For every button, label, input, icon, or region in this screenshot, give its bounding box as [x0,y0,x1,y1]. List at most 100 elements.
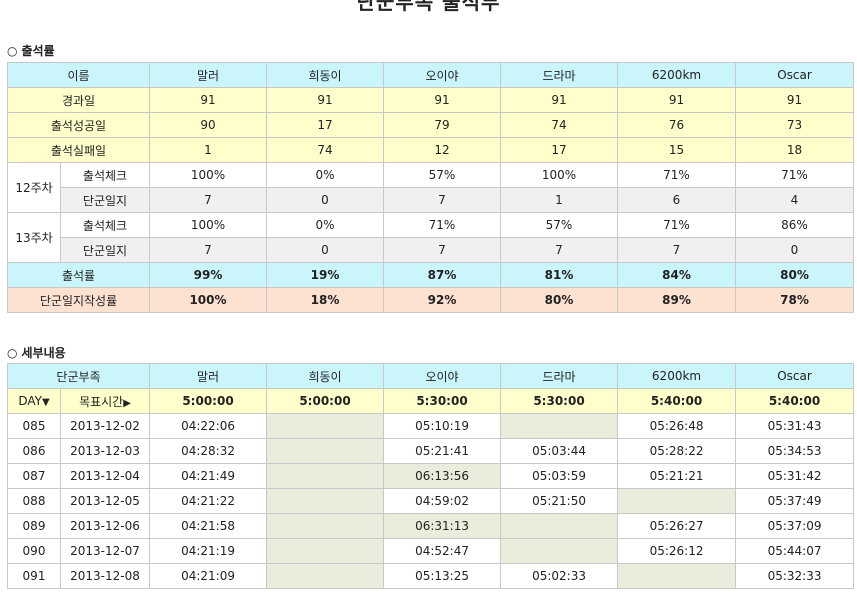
value-cell: 84% [617,262,736,288]
value-cell: 6 [617,187,736,213]
target-time-cell: 5:00:00 [266,388,385,414]
date-cell: 2013-12-02 [59,413,151,439]
time-cell: 05:34:53 [735,438,855,464]
date-cell: 2013-12-05 [59,488,151,514]
day-cell: 090 [7,538,61,564]
value-cell: 71% [735,162,854,188]
target-row: DAY▼ 목표시간▶ 5:00:00 5:00:00 5:30:00 5:30:00 5:4… [7,388,855,414]
row-label: 단군일지 [60,237,150,263]
date-cell: 2013-12-08 [59,563,151,589]
member-name-cell: 오이야 [383,62,501,88]
time-cell: 04:22:06 [149,413,268,439]
circle-bullet-icon: ○ [7,346,18,360]
member-name-cell: 희동이 [266,62,384,88]
week-check-row: 12주차 출석체크 100% 0% 57% 100% 71% 71% [7,162,854,213]
value-cell: 100% [149,162,267,188]
time-cell [266,538,385,564]
value-cell: 7 [617,237,736,263]
value-cell: 1 [500,187,618,213]
row-label: 출석체크 [60,162,150,188]
time-cell: 05:37:49 [735,488,855,514]
value-cell: 91 [500,87,618,113]
diary-rate-row: 단군일지작성률 100% 18% 92% 80% 89% 78% [7,287,854,313]
time-cell [617,563,737,589]
value-cell: 79 [383,112,501,138]
row-label: 출석률 [7,262,150,288]
member-name-cell: 희동이 [266,363,385,389]
time-cell: 05:32:33 [735,563,855,589]
value-cell: 99% [149,262,267,288]
time-cell: 05:03:59 [500,463,619,489]
value-cell: 91 [383,87,501,113]
time-cell: 05:21:41 [383,438,502,464]
value-cell: 7 [383,187,501,213]
value-cell: 15 [617,137,736,163]
value-cell: 91 [149,87,267,113]
value-cell: 4 [735,187,854,213]
fail-row: 출석실패일 1 74 12 17 15 18 [7,137,854,163]
time-cell: 04:21:19 [149,538,268,564]
member-name-cell: 말러 [149,363,268,389]
value-cell: 91 [266,87,384,113]
week-label: 12주차 [7,162,61,213]
time-cell: 05:28:22 [617,438,737,464]
row-label: 출석성공일 [7,112,150,138]
value-cell: 0% [266,162,384,188]
value-cell: 100% [500,162,618,188]
date-cell: 2013-12-04 [59,463,151,489]
table-row: 088 2013-12-05 04:21:22 04:59:02 05:21:50 05:… [7,488,855,514]
value-cell: 89% [617,287,736,313]
time-cell [266,463,385,489]
time-cell: 05:26:12 [617,538,737,564]
time-cell: 04:21:58 [149,513,268,539]
target-time-cell: 5:40:00 [617,388,737,414]
details-section-label: ○ 세부내용 [7,346,66,360]
value-cell: 7 [383,237,501,263]
value-cell: 18 [735,137,854,163]
value-cell: 12 [383,137,501,163]
date-cell: 2013-12-06 [59,513,151,539]
value-cell: 100% [149,212,267,238]
target-time-cell: 5:00:00 [149,388,268,414]
header-cell: 이름 [7,62,150,88]
target-time-cell: 5:40:00 [735,388,855,414]
time-cell: 05:13:25 [383,563,502,589]
page-title: 단군부족 출석부 [356,0,501,14]
time-cell: 04:52:47 [383,538,502,564]
time-cell [266,438,385,464]
day-cell: 089 [7,513,61,539]
time-cell: 05:10:19 [383,413,502,439]
value-cell: 0 [735,237,854,263]
time-cell: 05:03:44 [500,438,619,464]
value-cell: 86% [735,212,854,238]
value-cell: 57% [500,212,618,238]
week-diary-row: 단군일지 7 0 7 7 7 0 [8,237,854,263]
time-cell: 04:28:32 [149,438,268,464]
member-name-cell: Oscar [735,363,855,389]
time-cell: 04:59:02 [383,488,502,514]
value-cell: 92% [383,287,501,313]
day-cell: 087 [7,463,61,489]
value-cell: 100% [149,287,267,313]
value-cell: 19% [266,262,384,288]
time-cell: 05:21:21 [617,463,737,489]
time-cell: 05:31:43 [735,413,855,439]
row-label: 단군일지작성률 [7,287,150,313]
time-cell: 05:31:42 [735,463,855,489]
header-row: 이름 말러 희동이 오이야 드라마 6200km Oscar [7,62,854,88]
attendance-table: 이름 말러 희동이 오이야 드라마 6200km Oscar 경과일 91 91 91 91 91 91 출… [7,62,854,313]
value-cell: 7 [149,237,267,263]
time-cell: 04:21:49 [149,463,268,489]
time-cell [500,513,619,539]
time-cell [266,488,385,514]
value-cell: 73 [735,112,854,138]
value-cell: 71% [383,212,501,238]
value-cell: 0 [266,187,384,213]
target-header: 목표시간▶ [59,388,151,414]
value-cell: 91 [735,87,854,113]
member-name-cell: Oscar [735,62,854,88]
member-name-cell: 드라마 [500,363,619,389]
value-cell: 78% [735,287,854,313]
member-name-cell: 오이야 [383,363,502,389]
value-cell: 81% [500,262,618,288]
